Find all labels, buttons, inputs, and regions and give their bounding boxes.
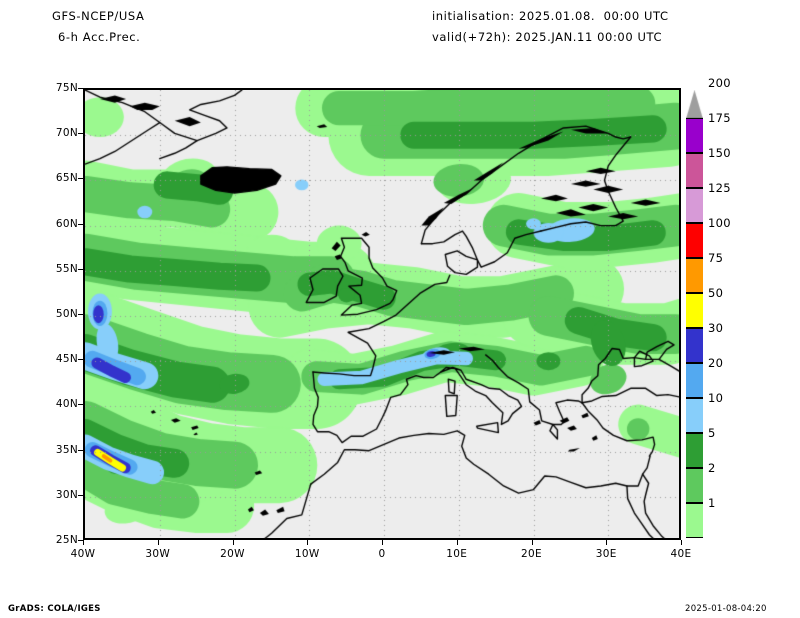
lat-tick-mark [78, 494, 83, 496]
colorbar-tick-label: 2 [708, 461, 716, 475]
valid-time: valid(+72h): 2025.JAN.11 00:00 UTC [432, 30, 663, 44]
lon-tick-label: 20W [220, 548, 245, 560]
lon-tick-mark [307, 540, 309, 545]
lon-tick-label: 40E [670, 548, 692, 560]
lon-tick-label: 10W [294, 548, 320, 560]
lon-tick-mark [456, 540, 458, 545]
lon-tick-mark [83, 540, 84, 545]
colorbar-band [686, 258, 703, 293]
lat-tick-mark [78, 404, 83, 406]
lon-tick-label: 10E [446, 548, 468, 560]
lat-tick-label: 60N [55, 217, 78, 230]
lat-tick-mark [78, 223, 83, 225]
colorbar-tick-label: 10 [708, 391, 724, 405]
colorbar-tick-label: 30 [708, 321, 724, 335]
colorbar-tick-label: 1 [708, 496, 716, 510]
lon-tick-label: 30E [595, 548, 617, 560]
lat-tick-label: 30N [55, 488, 78, 501]
lat-tick-mark [78, 178, 83, 180]
colorbar-tick-label: 75 [708, 251, 724, 265]
initialisation-time: initialisation: 2025.01.08. 00:00 UTC [432, 9, 669, 23]
colorbar-tick-label: 20 [708, 356, 724, 370]
colorbar [686, 118, 703, 538]
lat-tick-label: 40N [55, 398, 78, 411]
map-plot-area [83, 88, 681, 540]
colorbar-band [686, 433, 703, 468]
lat-tick-label: 70N [55, 127, 78, 140]
lat-tick-label: 55N [55, 262, 78, 275]
model-title: GFS-NCEP/USA [52, 9, 145, 23]
lon-tick-mark [232, 540, 234, 545]
coastline-overlay [85, 90, 679, 538]
colorbar-band [686, 363, 703, 398]
lon-tick-label: 20E [521, 548, 542, 560]
colorbar-tick-label: 100 [708, 216, 731, 230]
colorbar-band [686, 503, 703, 538]
lat-tick-label: 75N [55, 82, 78, 94]
lon-tick-label: 40W [70, 548, 96, 560]
lat-tick-label: 65N [55, 172, 78, 185]
footer-timestamp: 2025-01-08-04:20 [685, 604, 767, 614]
lon-tick-mark [681, 540, 682, 545]
footer-attribution: GrADS: COLA/IGES [8, 604, 101, 614]
lat-tick-mark [78, 359, 83, 361]
lon-tick-mark [606, 540, 608, 545]
lon-tick-mark [382, 540, 383, 545]
lat-tick-label: 50N [55, 308, 78, 320]
colorbar-extend-arrow [686, 90, 703, 119]
lon-tick-label: 0 [378, 548, 386, 560]
lat-tick-label: 45N [55, 353, 78, 366]
lon-tick-mark [157, 540, 159, 545]
colorbar-band [686, 153, 703, 188]
colorbar-tick-label: 125 [708, 181, 731, 195]
colorbar-band [686, 328, 703, 363]
colorbar-tick-label: 5 [708, 426, 716, 440]
lat-tick-mark [78, 88, 83, 89]
lat-tick-mark [78, 540, 83, 541]
colorbar-band [686, 223, 703, 258]
lat-tick-mark [78, 449, 83, 451]
lat-tick-mark [78, 268, 83, 270]
lon-tick-mark [531, 540, 533, 545]
colorbar-band [686, 293, 703, 328]
lat-tick-mark [78, 314, 83, 315]
colorbar-band [686, 398, 703, 433]
lat-tick-label: 35N [55, 443, 78, 456]
colorbar-band [686, 468, 703, 503]
colorbar-tick-label: 50 [708, 286, 724, 300]
colorbar-tick-label: 175 [708, 111, 731, 125]
lat-tick-mark [78, 133, 83, 135]
colorbar-tick-label: 200 [708, 76, 731, 90]
lon-tick-label: 30W [145, 548, 171, 560]
colorbar-band [686, 188, 703, 223]
colorbar-tick-label: 150 [708, 146, 731, 160]
colorbar-band [686, 118, 703, 153]
lat-tick-label: 25N [55, 534, 78, 546]
field-title: 6-h Acc.Prec. [58, 30, 141, 44]
